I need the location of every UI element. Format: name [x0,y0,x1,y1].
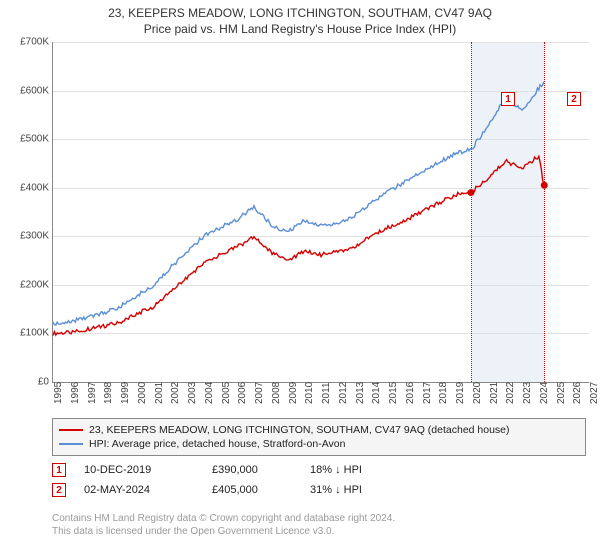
transaction-row: 1 10-DEC-2019 £390,000 18% ↓ HPI [52,460,586,480]
x-axis-label: 2022 [505,382,516,404]
y-axis-label: £100K [5,328,49,339]
transaction-badge: 1 [52,463,66,477]
y-axis-label: £600K [5,85,49,96]
x-axis-label: 2027 [589,382,600,404]
x-axis-label: 2023 [522,382,533,404]
series-hpi [53,82,544,325]
x-axis-label: 2005 [221,382,232,404]
legend-label: 23, KEEPERS MEADOW, LONG ITCHINGTON, SOU… [89,424,510,436]
x-axis-label: 2017 [422,382,433,404]
transaction-badge: 2 [52,483,66,497]
legend-row: HPI: Average price, detached house, Stra… [59,437,579,451]
y-axis-label: £0 [5,377,49,388]
transaction-date: 10-DEC-2019 [84,464,194,476]
x-axis-label: 1997 [87,382,98,404]
chart-subtitle: Price paid vs. HM Land Registry's House … [0,20,600,36]
y-axis-label: £300K [5,231,49,242]
x-axis-label: 2013 [355,382,366,404]
footer-line-2: This data is licensed under the Open Gov… [52,525,586,538]
y-axis-label: £700K [5,37,49,48]
x-axis-label: 2018 [438,382,449,404]
x-axis-label: 2024 [539,382,550,404]
transaction-price: £390,000 [212,464,292,476]
legend-swatch [59,443,83,445]
x-axis-label: 2008 [271,382,282,404]
x-axis-label: 2010 [304,382,315,404]
x-axis-label: 2015 [388,382,399,404]
x-axis-label: 2009 [288,382,299,404]
transaction-pct: 18% ↓ HPI [310,464,410,476]
x-axis-label: 2012 [338,382,349,404]
x-axis-label: 2011 [321,382,332,404]
y-axis-label: £500K [5,134,49,145]
x-axis-label: 2002 [170,382,181,404]
marker-badge-1: 1 [501,92,515,106]
x-axis-label: 2014 [371,382,382,404]
x-axis-label: 1996 [70,382,81,404]
footer-line-1: Contains HM Land Registry data © Crown c… [52,512,586,525]
footer-attribution: Contains HM Land Registry data © Crown c… [52,512,586,538]
chart-container: 23, KEEPERS MEADOW, LONG ITCHINGTON, SOU… [0,0,600,560]
legend: 23, KEEPERS MEADOW, LONG ITCHINGTON, SOU… [52,418,586,456]
transaction-table: 1 10-DEC-2019 £390,000 18% ↓ HPI 2 02-MAY-202… [52,460,586,500]
x-axis-label: 2007 [254,382,265,404]
legend-row: 23, KEEPERS MEADOW, LONG ITCHINGTON, SOU… [59,423,579,437]
transaction-date: 02-MAY-2024 [84,484,194,496]
series-price_paid [53,156,544,335]
marker-dot [467,189,474,196]
x-axis-label: 2006 [237,382,248,404]
marker-badge-2: 2 [567,92,581,106]
marker-dot [541,182,548,189]
x-axis-label: 1998 [103,382,114,404]
transaction-row: 2 02-MAY-2024 £405,000 31% ↓ HPI [52,480,586,500]
x-axis-label: 2019 [455,382,466,404]
x-axis-label: 2021 [489,382,500,404]
x-axis-label: 2016 [405,382,416,404]
legend-swatch [59,429,83,431]
plot-area: £0£100K£200K£300K£400K£500K£600K£700K199… [52,42,589,383]
x-axis-label: 2004 [204,382,215,404]
x-axis-label: 2003 [187,382,198,404]
transaction-price: £405,000 [212,484,292,496]
x-axis-label: 2025 [556,382,567,404]
transaction-pct: 31% ↓ HPI [310,484,410,496]
x-axis-label: 2026 [572,382,583,404]
x-axis-label: 2000 [137,382,148,404]
x-axis-label: 2001 [154,382,165,404]
legend-label: HPI: Average price, detached house, Stra… [89,438,345,450]
x-axis-label: 2020 [472,382,483,404]
y-axis-label: £200K [5,279,49,290]
y-axis-label: £400K [5,182,49,193]
x-axis-label: 1999 [120,382,131,404]
x-axis-label: 1995 [53,382,64,404]
chart-title: 23, KEEPERS MEADOW, LONG ITCHINGTON, SOU… [0,0,600,20]
